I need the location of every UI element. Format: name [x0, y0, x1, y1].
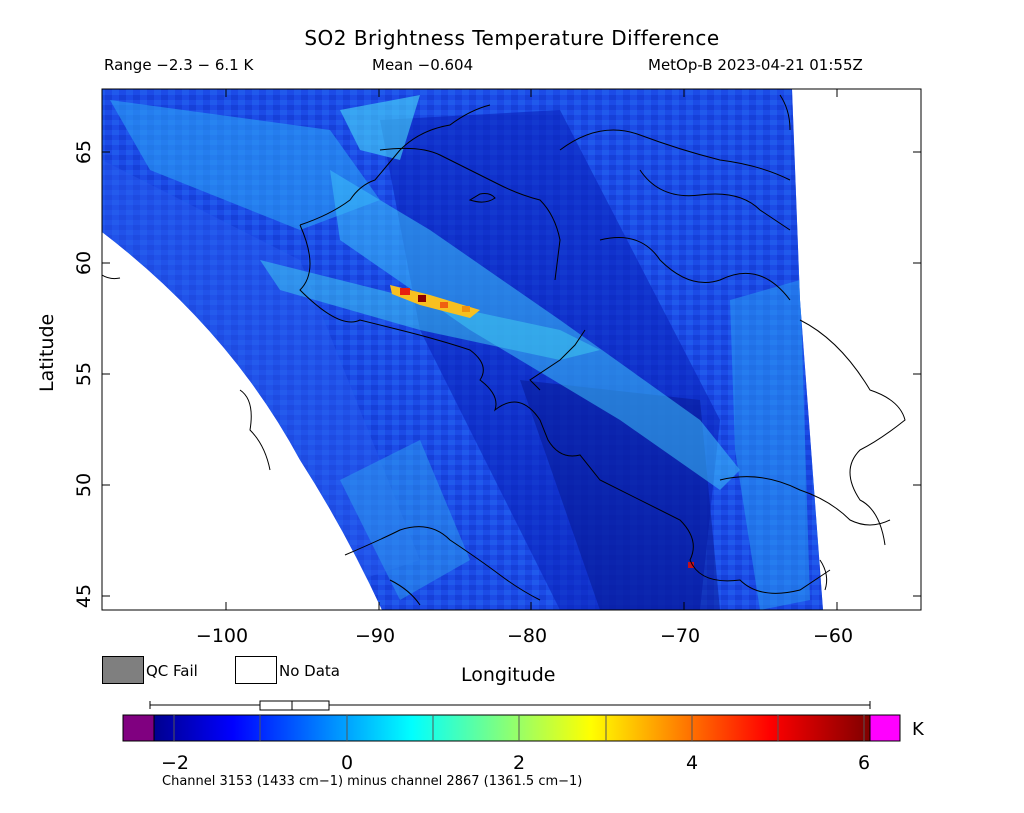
qc-fail-label: QC Fail	[146, 662, 198, 680]
colorbar-over	[870, 715, 900, 741]
x-tick-label: −70	[660, 625, 700, 647]
no-data-label: No Data	[279, 662, 340, 680]
x-tick-label: −90	[355, 625, 395, 647]
y-tick-label: 55	[73, 362, 95, 386]
colorbar-tick-label: −2	[161, 752, 189, 774]
colorbar-tick-label: 2	[513, 752, 525, 774]
x-axis-label: Longitude	[461, 664, 556, 686]
qc-fail-swatch	[102, 656, 144, 684]
footnote: Channel 3153 (1433 cm−1) minus channel 2…	[162, 774, 583, 789]
plot-title: SO2 Brightness Temperature Difference	[304, 26, 720, 50]
colorbar-under	[123, 715, 154, 741]
colorbar: −2 0 2 4 6	[122, 714, 901, 774]
colorbar-gradient	[154, 715, 870, 741]
x-tick-label: −60	[813, 625, 853, 647]
plot-frame	[101, 88, 922, 611]
colorbar-tick-label: 6	[858, 752, 870, 774]
distribution-boxplot	[149, 700, 871, 711]
colorbar-unit: K	[912, 719, 924, 740]
range-text: Range −2.3 − 6.1 K	[104, 56, 254, 74]
y-axis-label: Latitude	[36, 314, 58, 392]
no-data-swatch	[235, 656, 277, 684]
coastlines	[102, 94, 906, 606]
colorbar-tick-label: 4	[686, 752, 698, 774]
data-swath	[102, 89, 823, 610]
mean-text: Mean −0.604	[372, 56, 474, 74]
satellite-time-text: MetOp-B 2023-04-21 01:55Z	[648, 56, 863, 74]
colorbar-tick-label: 0	[341, 752, 353, 774]
axis-ticks	[102, 89, 921, 610]
x-tick-label: −80	[507, 625, 547, 647]
x-tick-label: −100	[196, 625, 248, 647]
y-tick-label: 60	[73, 251, 95, 275]
y-tick-label: 65	[73, 140, 95, 164]
y-tick-label: 45	[73, 584, 95, 608]
y-tick-label: 50	[73, 473, 95, 497]
